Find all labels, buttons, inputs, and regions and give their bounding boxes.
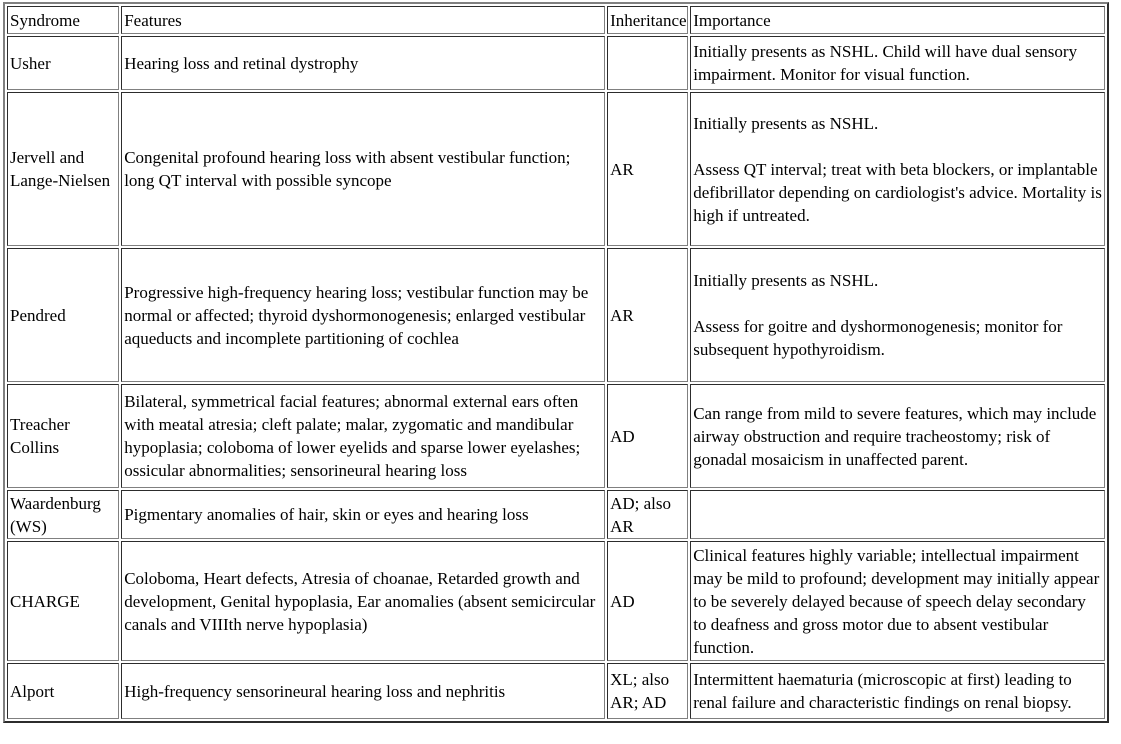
table-row-treacher-collins: Treacher Collins Bilateral, symmetrical … [7, 384, 1105, 488]
cell-syndrome: Jervell and Lange-Nielsen [7, 92, 120, 246]
column-header-syndrome: Syndrome [7, 6, 120, 34]
table-row-charge: CHARGE Coloboma, Heart defects, Atresia … [7, 541, 1105, 661]
syndromes-table: Syndrome Features Inheritance Importance… [3, 2, 1109, 723]
cell-inheritance: XL; also AR; AD [607, 663, 689, 719]
cell-importance: Initially presents as NSHL. Assess QT in… [690, 92, 1105, 246]
cell-features: Bilateral, symmetrical facial features; … [121, 384, 606, 488]
cell-features: Progressive high-frequency hearing loss;… [121, 248, 606, 382]
table-row-jervell-and-lange-nielsen: Jervell and Lange-Nielsen Congenital pro… [7, 92, 1105, 246]
cell-inheritance: AD; also AR [607, 490, 689, 539]
cell-inheritance: AR [607, 92, 689, 246]
cell-syndrome: CHARGE [7, 541, 120, 661]
cell-syndrome: Alport [7, 663, 120, 719]
cell-syndrome: Treacher Collins [7, 384, 120, 488]
cell-inheritance: AR [607, 248, 689, 382]
column-header-inheritance: Inheritance [607, 6, 689, 34]
cell-inheritance: AD [607, 384, 689, 488]
cell-importance: Can range from mild to severe features, … [690, 384, 1105, 488]
table-row-usher: Usher Hearing loss and retinal dystrophy… [7, 36, 1105, 90]
cell-features: Coloboma, Heart defects, Atresia of choa… [121, 541, 606, 661]
column-header-importance: Importance [690, 6, 1105, 34]
cell-importance: Clinical features highly variable; intel… [690, 541, 1105, 661]
cell-syndrome: Pendred [7, 248, 120, 382]
table-row-alport: Alport High-frequency sensorineural hear… [7, 663, 1105, 719]
cell-importance [690, 490, 1105, 539]
column-header-features: Features [121, 6, 606, 34]
table-row-pendred: Pendred Progressive high-frequency heari… [7, 248, 1105, 382]
table-header-row: Syndrome Features Inheritance Importance [7, 6, 1105, 34]
cell-importance: Initially presents as NSHL. Assess for g… [690, 248, 1105, 382]
cell-importance: Intermittent haematuria (microscopic at … [690, 663, 1105, 719]
cell-inheritance: AD [607, 541, 689, 661]
cell-importance: Initially presents as NSHL. Child will h… [690, 36, 1105, 90]
cell-features: Hearing loss and retinal dystrophy [121, 36, 606, 90]
cell-syndrome: Usher [7, 36, 120, 90]
cell-features: High-frequency sensorineural hearing los… [121, 663, 606, 719]
cell-syndrome: Waardenburg (WS) [7, 490, 120, 539]
cell-inheritance [607, 36, 689, 90]
cell-features: Pigmentary anomalies of hair, skin or ey… [121, 490, 606, 539]
cell-features: Congenital profound hearing loss with ab… [121, 92, 606, 246]
table-row-waardenburg: Waardenburg (WS) Pigmentary anomalies of… [7, 490, 1105, 539]
